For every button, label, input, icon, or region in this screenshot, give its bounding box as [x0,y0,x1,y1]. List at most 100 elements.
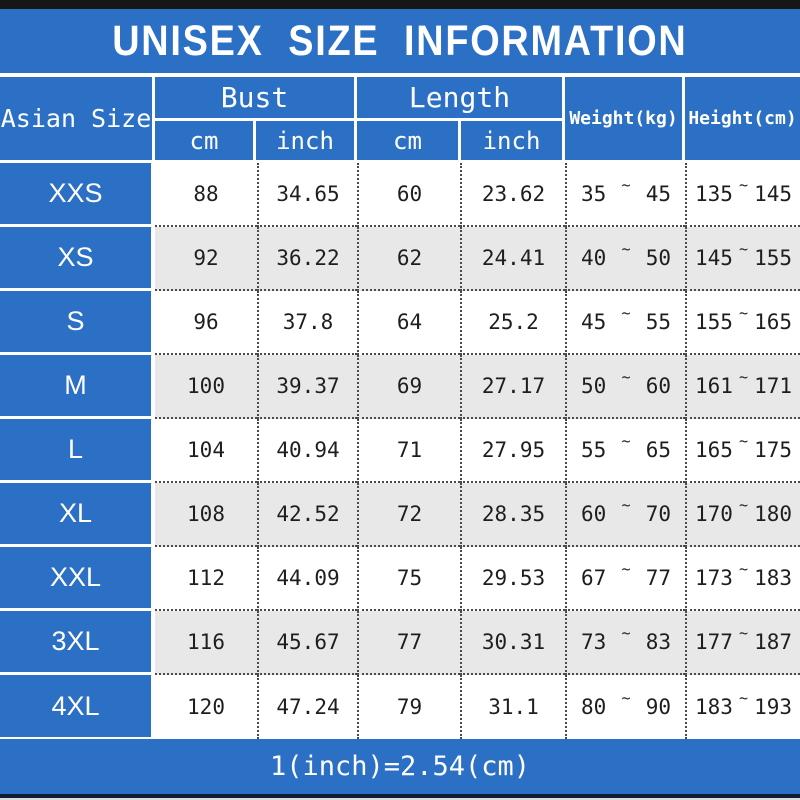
tilde-separator: ~ [738,432,749,450]
conversion-note-bar: 1(inch)=2.54(cm) [0,739,800,794]
top-black-bar [0,0,800,9]
bust-inch-cell: 34.65 [257,163,357,227]
header-group-length: Length cm inch [357,77,565,160]
size-cell: M [0,355,155,419]
length-inch-cell: 28.35 [460,483,565,547]
tilde-separator: ~ [621,560,631,578]
length-cm-cell: 62 [357,227,460,291]
bust-inch-cell: 36.22 [257,227,357,291]
height-range-cell: 173 ~183 [685,547,800,611]
length-inch-cell: 23.62 [460,163,565,227]
header-length-label: Length [357,77,562,121]
weight-range-cell: 45 ~55 [565,291,685,355]
tilde-separator: ~ [738,560,749,578]
length-inch-cell: 25.2 [460,291,565,355]
header-length-cm: cm [393,126,422,155]
weight-range-cell: 73 ~83 [565,611,685,675]
length-cm-cell: 69 [357,355,460,419]
header-asian-size: Asian Size [0,77,155,160]
bust-inch-cell: 39.37 [257,355,357,419]
tilde-separator: ~ [621,689,631,707]
bust-cm-cell: 112 [155,547,257,611]
table-body: XXS 88 34.65 60 23.62 35 ~45 135 ~145 XS 9… [0,163,800,739]
table-row: 3XL 116 45.67 77 30.31 73 ~83 177 ~187 [0,611,800,675]
table-row: L 104 40.94 71 27.95 55 ~65 165 ~175 [0,419,800,483]
page-title: UNISEX SIZE INFORMATION [112,16,688,65]
tilde-separator: ~ [738,176,749,194]
tilde-separator: ~ [621,240,631,258]
length-cm-cell: 60 [357,163,460,227]
tilde-separator: ~ [621,496,631,514]
weight-range-cell: 35 ~45 [565,163,685,227]
size-cell: XL [0,483,155,547]
length-inch-cell: 27.95 [460,419,565,483]
size-cell: 4XL [0,675,155,739]
length-inch-cell: 27.17 [460,355,565,419]
bottom-black-bar [0,794,800,798]
height-range-cell: 135 ~145 [685,163,800,227]
length-cm-cell: 72 [357,483,460,547]
length-cm-cell: 79 [357,675,460,739]
header-height: Height(cm) [688,108,797,129]
weight-range-cell: 55 ~65 [565,419,685,483]
tilde-separator: ~ [738,240,749,258]
bust-cm-cell: 120 [155,675,257,739]
bust-cm-cell: 100 [155,355,257,419]
size-cell: L [0,419,155,483]
header-group-bust: Bust cm inch [155,77,357,160]
header-length-inch: inch [458,121,562,160]
table-row: S 96 37.8 64 25.2 45 ~55 155 ~165 [0,291,800,355]
table-row: 4XL 120 47.24 79 31.1 80 ~90 183 ~193 [0,675,800,739]
length-cm-cell: 77 [357,611,460,675]
height-range-cell: 170 ~180 [685,483,800,547]
bust-cm-cell: 96 [155,291,257,355]
size-cell: S [0,291,155,355]
length-cm-cell: 64 [357,291,460,355]
height-range-cell: 183 ~193 [685,675,800,739]
length-inch-cell: 24.41 [460,227,565,291]
header-bust-label: Bust [155,77,354,121]
header-length-units: cm inch [357,121,562,160]
tilde-separator: ~ [621,176,631,194]
conversion-note: 1(inch)=2.54(cm) [269,751,531,782]
weight-range-cell: 80 ~90 [565,675,685,739]
bust-inch-cell: 42.52 [257,483,357,547]
table-row: XXS 88 34.65 60 23.62 35 ~45 135 ~145 [0,163,800,227]
bust-cm-cell: 116 [155,611,257,675]
table-row: M 100 39.37 69 27.17 50 ~60 161 ~171 [0,355,800,419]
bust-inch-cell: 37.8 [257,291,357,355]
table-row: XS 92 36.22 62 24.41 40 ~50 145 ~155 [0,227,800,291]
height-range-cell: 155 ~165 [685,291,800,355]
tilde-separator: ~ [738,304,749,322]
size-cell: XS [0,227,155,291]
weight-range-cell: 50 ~60 [565,355,685,419]
tilde-separator: ~ [621,304,631,322]
weight-range-cell: 60 ~70 [565,483,685,547]
tilde-separator: ~ [738,496,749,514]
tilde-separator: ~ [621,368,631,386]
table-header: Asian Size Bust cm inch Length cm inch W… [0,77,800,163]
header-bust-cm: cm [189,126,219,155]
bust-inch-cell: 45.67 [257,611,357,675]
bottom-edge-strip [0,798,800,800]
table-row: XXL 112 44.09 75 29.53 67 ~77 173 ~183 [0,547,800,611]
tilde-separator: ~ [738,368,749,386]
tilde-separator: ~ [621,624,631,642]
height-range-cell: 165 ~175 [685,419,800,483]
length-inch-cell: 31.1 [460,675,565,739]
length-inch-cell: 29.53 [460,547,565,611]
size-cell: 3XL [0,611,155,675]
tilde-separator: ~ [738,689,749,707]
length-cm-cell: 75 [357,547,460,611]
size-cell: XXL [0,547,155,611]
bust-cm-cell: 108 [155,483,257,547]
table-row: XL 108 42.52 72 28.35 60 ~70 170 ~180 [0,483,800,547]
height-range-cell: 177 ~187 [685,611,800,675]
tilde-separator: ~ [738,624,749,642]
height-range-cell: 161 ~171 [685,355,800,419]
length-inch-cell: 30.31 [460,611,565,675]
bust-inch-cell: 44.09 [257,547,357,611]
size-cell: XXS [0,163,155,227]
weight-range-cell: 40 ~50 [565,227,685,291]
